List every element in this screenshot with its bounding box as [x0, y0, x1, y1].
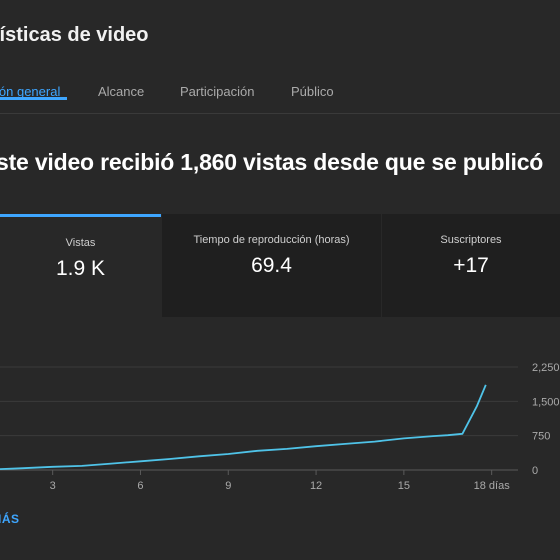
tab-audience[interactable]: Público [291, 84, 334, 99]
y-tick-label: 1,500 [532, 396, 560, 408]
x-tick-label: 18 días [474, 480, 511, 492]
views-headline: ste video recibió 1,860 vistas desde que… [0, 149, 544, 175]
active-tab-indicator [0, 97, 67, 100]
tab-audience-label: Público [291, 84, 334, 99]
series-line [0, 384, 487, 470]
metric-value-watch-time: 69.4 [251, 254, 292, 277]
tab-overview[interactable]: ión general [0, 84, 67, 100]
metric-label-watch-time: Tiempo de reproducción (horas) [193, 234, 350, 246]
metric-card-subscribers[interactable]: Suscriptores +17 [382, 214, 560, 317]
metric-label-subscribers: Suscriptores [440, 234, 502, 246]
tab-reach-label: Alcance [98, 84, 145, 99]
page-title: lísticas de video [0, 24, 149, 46]
metric-value-views: 1.9 K [55, 257, 106, 280]
metric-card-watch-time[interactable]: Tiempo de reproducción (horas) 69.4 [162, 214, 381, 317]
x-tick-label: 9 [225, 480, 231, 492]
tab-reach[interactable]: Alcance [98, 84, 144, 99]
tab-engagement[interactable]: Participación [180, 84, 254, 99]
tab-overview-label: ión general [0, 84, 61, 99]
x-tick-label: 12 [310, 480, 322, 492]
views-line-chart: 0 750 1,500 2,250 3 6 9 12 15 18 días [0, 362, 560, 492]
y-tick-label: 750 [532, 431, 550, 443]
metric-value-subscribers: +17 [453, 254, 489, 277]
x-tick-label: 3 [50, 480, 56, 492]
see-more-link[interactable]: IÁS [0, 512, 20, 526]
x-tick-label: 15 [398, 480, 410, 492]
tab-bar: ión general Alcance Participación Públic… [0, 60, 560, 114]
metric-label-views: Vistas [65, 237, 96, 249]
tab-engagement-label: Participación [180, 84, 255, 99]
metric-cards: Vistas 1.9 K Tiempo de reproducción (hor… [0, 214, 560, 317]
y-tick-label: 2,250 [532, 362, 560, 374]
metric-card-views[interactable]: Vistas 1.9 K [0, 214, 161, 317]
x-tick-label: 6 [137, 480, 143, 492]
y-tick-label: 0 [532, 465, 538, 477]
